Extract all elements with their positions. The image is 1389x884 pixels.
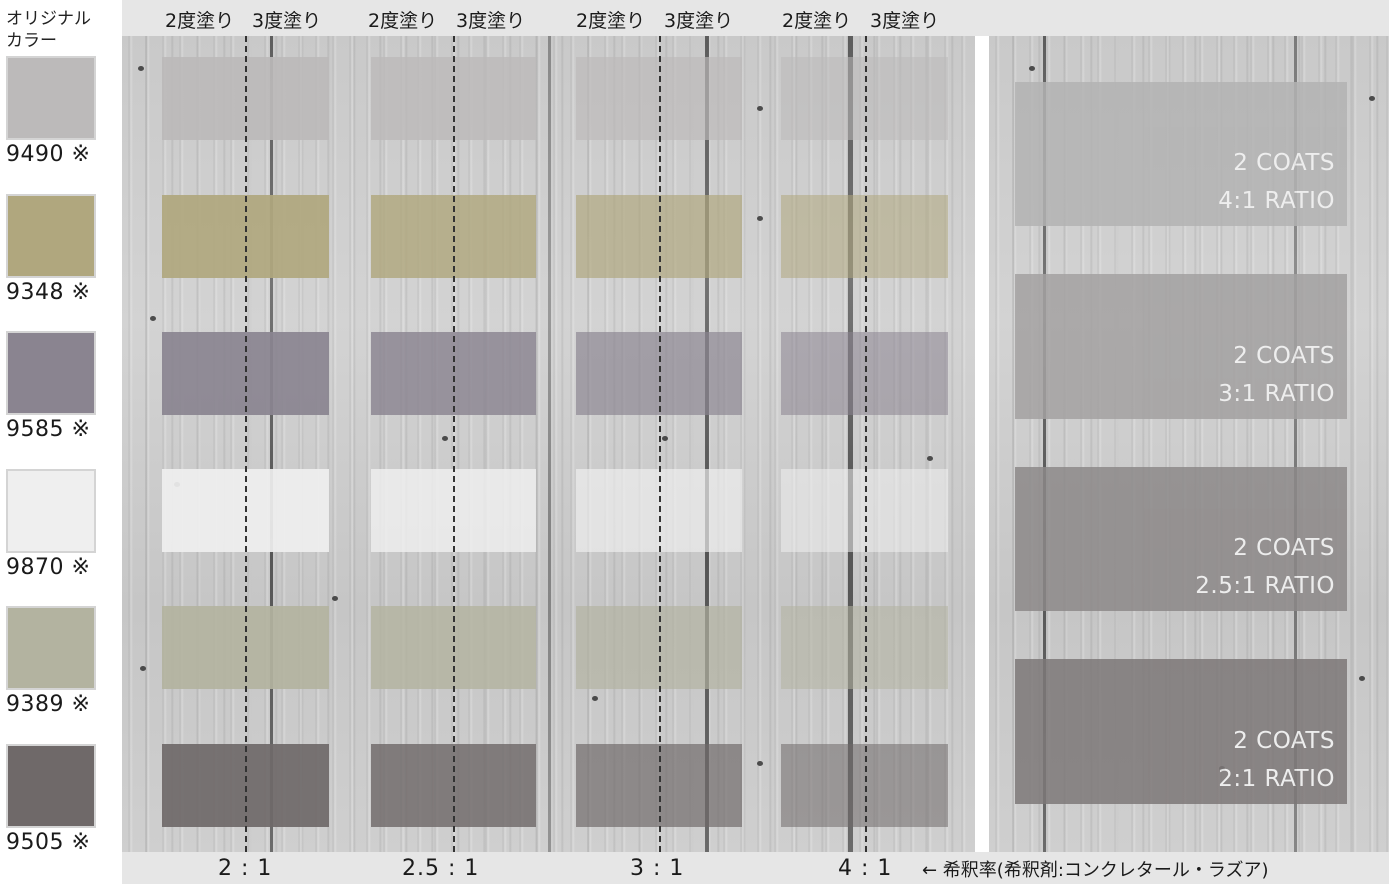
crack-line — [705, 36, 709, 852]
concrete-pore — [140, 666, 146, 671]
legend-swatch — [6, 744, 96, 828]
legend-code: 9585 ※ — [6, 417, 91, 442]
legend-swatch — [6, 331, 96, 415]
original-color-heading-text: オリジナル カラー — [6, 9, 91, 51]
two-coats-label: 2度塗り — [782, 10, 852, 32]
sample-swatch-9389-ratio-4-1 — [781, 606, 948, 689]
concrete-board-main — [122, 36, 975, 852]
legend-code: 9348 ※ — [6, 280, 91, 305]
side-sample-caption: 2 COATS 3:1 RATIO — [1218, 337, 1335, 413]
three-coats-label: 3度塗り — [456, 10, 526, 32]
legend-code: 9490 ※ — [6, 142, 91, 167]
side-sample-coats: 2 COATS — [1233, 150, 1335, 176]
sample-swatch-9348-ratio-4-1 — [781, 195, 948, 278]
coat-divider-dashed-line — [245, 36, 247, 852]
side-sample-4-1: 2 COATS 4:1 RATIO — [1015, 82, 1347, 226]
three-coats-label: 3度塗り — [870, 10, 940, 32]
legend-item-9490: 9490 ※ — [6, 56, 98, 167]
side-sample-ratio: 2.5:1 RATIO — [1195, 573, 1335, 599]
side-sample-3-1: 2 COATS 3:1 RATIO — [1015, 274, 1347, 419]
side-sample-caption: 2 COATS 2:1 RATIO — [1218, 722, 1335, 798]
side-sample-coats: 2 COATS — [1233, 343, 1335, 369]
coat-divider-dashed-line — [453, 36, 455, 852]
ratio-label: 4 : 1 — [838, 856, 893, 881]
side-sample-caption: 2 COATS 4:1 RATIO — [1218, 144, 1335, 220]
crack-line — [848, 36, 853, 852]
ratio-label: 3 : 1 — [630, 856, 685, 881]
legend-swatch — [6, 194, 96, 278]
three-coats-label: 3度塗り — [252, 10, 322, 32]
legend-swatch — [6, 469, 96, 553]
concrete-pore — [757, 761, 763, 766]
crack-line — [270, 36, 273, 852]
concrete-pore — [592, 696, 598, 701]
legend-item-9389: 9389 ※ — [6, 606, 98, 717]
legend-swatch — [6, 56, 96, 140]
concrete-pore — [1029, 66, 1035, 71]
sample-swatch-9505-ratio-4-1 — [781, 744, 948, 827]
three-coats-label: 3度塗り — [664, 10, 734, 32]
header-band — [122, 0, 1389, 36]
legend-code: 9505 ※ — [6, 830, 91, 855]
concrete-pore — [927, 456, 933, 461]
side-sample-coats: 2 COATS — [1233, 728, 1335, 754]
side-sample-ratio: 4:1 RATIO — [1218, 188, 1335, 214]
coat-divider-dashed-line — [659, 36, 661, 852]
original-color-heading: オリジナル カラー — [6, 8, 116, 52]
crack-line — [548, 36, 551, 852]
legend-item-9870: 9870 ※ — [6, 469, 98, 580]
legend-item-9585: 9585 ※ — [6, 331, 98, 442]
ratio-label: 2.5 : 1 — [402, 856, 480, 881]
concrete-pore — [138, 66, 144, 71]
legend-item-9348: 9348 ※ — [6, 194, 98, 305]
ratio-label: 2 : 1 — [218, 856, 273, 881]
crack-line — [1043, 36, 1046, 852]
side-sample-caption: 2 COATS 2.5:1 RATIO — [1195, 529, 1335, 605]
concrete-pore — [757, 216, 763, 221]
sample-swatch-9490-ratio-4-1 — [781, 57, 948, 140]
side-sample-ratio: 3:1 RATIO — [1218, 381, 1335, 407]
legend-code: 9389 ※ — [6, 692, 91, 717]
side-sample-2-1: 2 COATS 2:1 RATIO — [1015, 659, 1347, 804]
concrete-pore — [332, 596, 338, 601]
side-sample-2-5-1: 2 COATS 2.5:1 RATIO — [1015, 467, 1347, 611]
coat-divider-dashed-line — [865, 36, 867, 852]
footer-band — [122, 852, 1389, 884]
concrete-pore — [1369, 96, 1375, 101]
concrete-pore — [757, 106, 763, 111]
dilution-ratio-note: ← 希釈率(希釈剤:コンクレタール・ラズア) — [922, 860, 1269, 881]
side-sample-coats: 2 COATS — [1233, 535, 1335, 561]
concrete-pore — [442, 436, 448, 441]
concrete-pore — [150, 316, 156, 321]
legend-item-9505: 9505 ※ — [6, 744, 98, 855]
side-sample-ratio: 2:1 RATIO — [1218, 766, 1335, 792]
concrete-pore — [662, 436, 668, 441]
legend-code: 9870 ※ — [6, 555, 91, 580]
two-coats-label: 2度塗り — [165, 10, 235, 32]
concrete-pore — [1359, 676, 1365, 681]
legend-swatch — [6, 606, 96, 690]
sample-swatch-9870-ratio-4-1 — [781, 469, 948, 552]
crack-line — [1294, 36, 1297, 852]
two-coats-label: 2度塗り — [576, 10, 646, 32]
sample-swatch-9585-ratio-4-1 — [781, 332, 948, 415]
two-coats-label: 2度塗り — [368, 10, 438, 32]
